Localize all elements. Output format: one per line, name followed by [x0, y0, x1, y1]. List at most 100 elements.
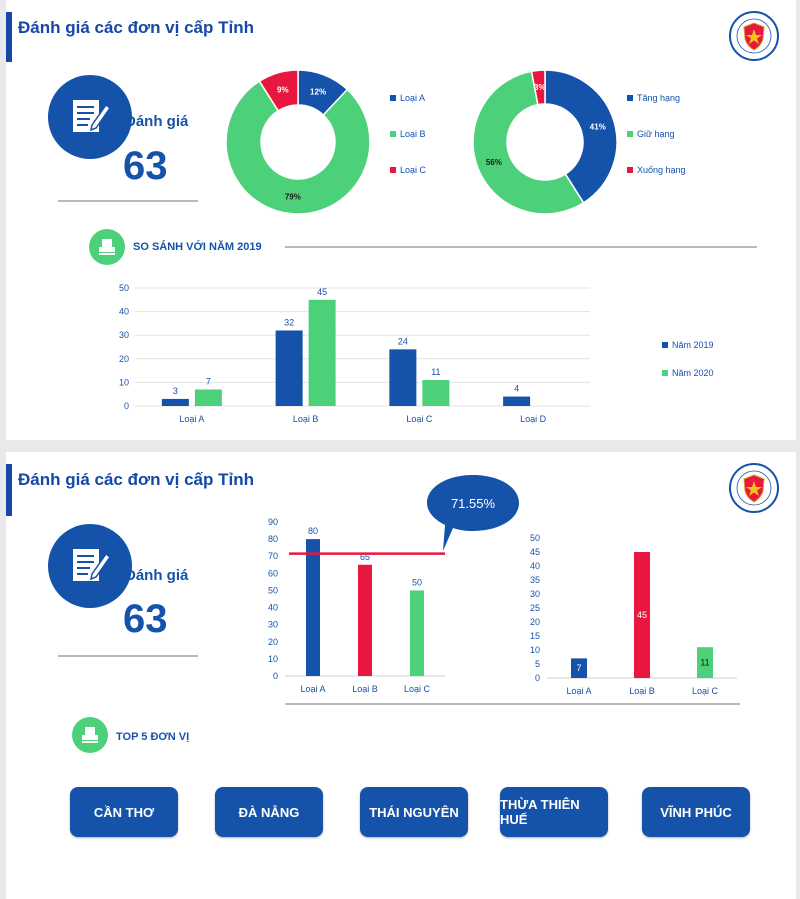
bar-value-label: 3: [173, 386, 178, 396]
legend-swatch: [627, 95, 633, 101]
y-tick-label: 80: [268, 534, 278, 544]
city-button-vinh-phuc[interactable]: VĨNH PHÚC: [642, 787, 750, 837]
y-tick-label: 10: [268, 654, 278, 664]
title-accent-bar: [6, 12, 12, 62]
shield-emblem-logo: [729, 463, 779, 513]
bar: [422, 380, 450, 406]
legend-label: Năm 2019: [672, 340, 714, 350]
bar: [697, 647, 713, 678]
bar: [194, 389, 222, 406]
x-tick-label: Loại A: [179, 414, 204, 424]
kpi-label: Đánh giá: [125, 567, 189, 584]
document-pen-icon: [48, 524, 132, 608]
legend-swatch: [627, 131, 633, 137]
x-tick-label: Loại C: [406, 414, 433, 424]
donut-slice: [225, 80, 371, 215]
kpi-value: 63: [123, 597, 168, 641]
y-tick-label: 25: [530, 603, 540, 613]
callout-bubble: 71.55%: [427, 475, 519, 551]
kpi-underline: [58, 655, 198, 657]
y-tick-label: 15: [530, 631, 540, 641]
kpi-underline: [58, 200, 198, 202]
bar-value-label: 80: [308, 526, 318, 536]
y-tick-label: 0: [273, 671, 278, 681]
y-tick-label: 40: [119, 307, 129, 317]
y-tick-label: 20: [119, 354, 129, 364]
stamp-icon: [89, 229, 125, 265]
y-tick-label: 70: [268, 551, 278, 561]
top5-section-label: TOP 5 ĐƠN VỊ: [116, 731, 190, 743]
slice-label: 9%: [277, 86, 289, 95]
x-tick-label: Loại B: [293, 414, 319, 424]
slice-label: 41%: [590, 123, 606, 132]
donut-slice: [530, 69, 546, 106]
y-tick-label: 20: [530, 617, 540, 627]
legend-swatch: [390, 95, 396, 101]
slice-label: 3%: [534, 83, 546, 92]
y-tick-label: 60: [268, 568, 278, 578]
x-tick-label: Loại B: [352, 684, 378, 694]
bar: [161, 398, 189, 406]
donut-slice: [258, 69, 299, 112]
legend-label: Loại B: [400, 129, 426, 139]
y-tick-label: 50: [119, 283, 129, 293]
city-button-da-nang[interactable]: ĐÀ NẴNG: [215, 787, 323, 837]
bar-value-label: 7: [576, 663, 581, 673]
city-button-can-tho[interactable]: CẦN THƠ: [70, 787, 178, 837]
bar: [275, 330, 303, 406]
kpi-value: 63: [123, 144, 168, 188]
x-tick-label: Loại D: [520, 414, 547, 424]
legend-swatch: [627, 167, 633, 173]
kpi-label: Đánh giá: [125, 113, 189, 130]
bar-value-label: 65: [360, 552, 370, 562]
document-pen-icon: [48, 75, 132, 159]
legend-swatch: [662, 370, 668, 376]
slide-title: Đánh giá các đơn vị cấp Tỉnh: [18, 18, 254, 37]
bar-value-label: 4: [514, 384, 519, 394]
bar-chart-compare-2019: 0 10 20 30 40 50 3 7 Loại A 32 45 Loại B 24 11 Loại C 4…: [119, 283, 714, 424]
bar-value-label: 7: [206, 376, 211, 386]
legend-swatch: [662, 342, 668, 348]
donut-chart-rank-change: 41% 56% 3% Tăng hạng Giữ hạng Xuống hạng: [472, 69, 686, 215]
x-tick-label: Loại B: [629, 686, 655, 696]
bar: [571, 658, 587, 678]
legend-label: Giữ hạng: [637, 129, 675, 139]
shield-emblem-logo: [729, 11, 779, 61]
y-tick-label: 10: [530, 645, 540, 655]
bar: [308, 299, 336, 406]
legend-label: Loại C: [400, 165, 427, 175]
bar: [410, 590, 424, 676]
y-tick-label: 45: [530, 547, 540, 557]
donut-slice: [472, 70, 585, 215]
bar: [389, 349, 417, 406]
city-button-thai-nguyen[interactable]: THÁI NGUYÊN: [360, 787, 468, 837]
slice-label: 12%: [310, 87, 326, 96]
y-tick-label: 0: [535, 673, 540, 683]
x-tick-label: Loại C: [404, 684, 431, 694]
bar-value-label: 50: [412, 577, 422, 587]
y-tick-label: 5: [535, 659, 540, 669]
y-tick-label: 20: [268, 637, 278, 647]
x-tick-label: Loại A: [300, 684, 325, 694]
chart-baseline-rule: [285, 703, 740, 705]
bar: [503, 396, 531, 406]
y-tick-label: 10: [119, 377, 129, 387]
y-tick-label: 40: [268, 603, 278, 613]
legend-swatch: [390, 131, 396, 137]
bar-value-label: 11: [431, 367, 440, 377]
y-tick-label: 30: [119, 330, 129, 340]
callout-value: 71.55%: [451, 496, 496, 511]
title-accent-bar: [6, 464, 12, 516]
city-button-thua-thien-hue[interactable]: THỪA THIÊN HUẾ: [500, 787, 608, 837]
bar-value-label: 45: [317, 287, 327, 297]
bar-value-label: 11: [700, 658, 709, 668]
bar-value-label: 45: [637, 610, 647, 620]
y-tick-label: 30: [268, 620, 278, 630]
stamp-icon: [72, 717, 108, 753]
y-tick-label: 50: [530, 533, 540, 543]
x-tick-label: Loại C: [692, 686, 719, 696]
donut-slice: [544, 69, 618, 204]
bar-value-label: 24: [398, 336, 408, 346]
y-tick-label: 40: [530, 561, 540, 571]
bar-value-label: 32: [284, 317, 294, 327]
